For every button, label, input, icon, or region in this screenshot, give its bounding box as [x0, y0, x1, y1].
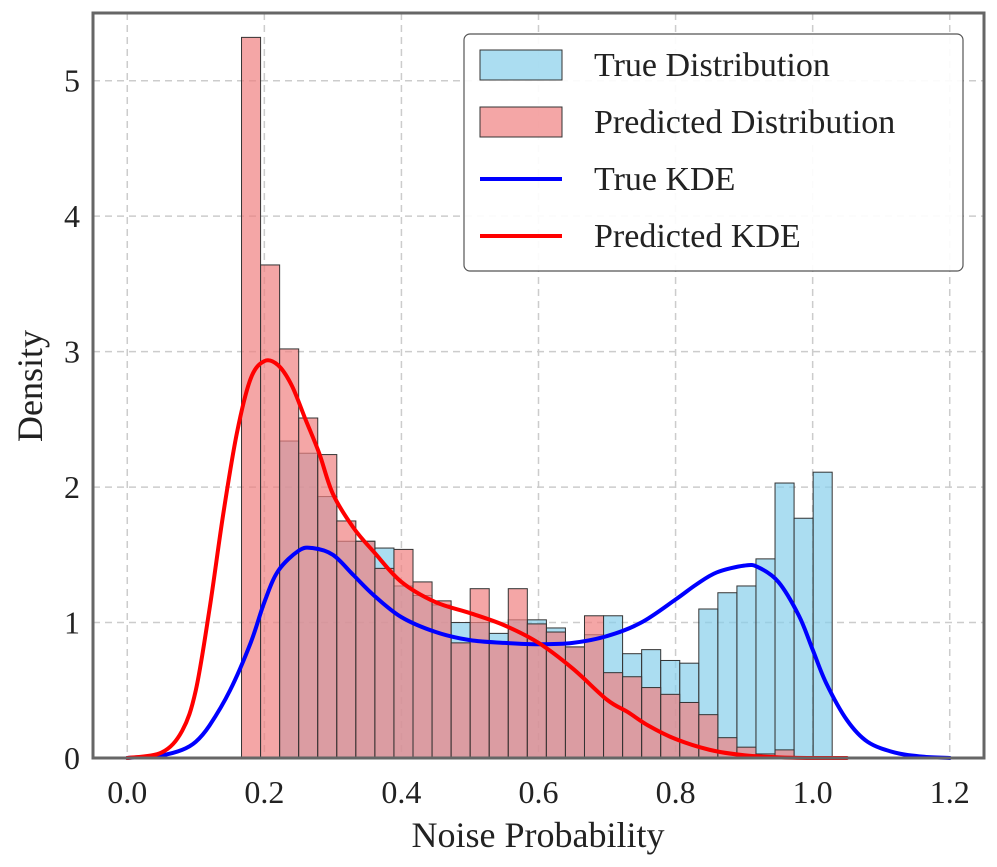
histogram-bar: [679, 701, 700, 759]
histogram-bar: [450, 642, 471, 759]
y-tick-label: 4: [64, 198, 80, 234]
y-tick-label: 1: [64, 605, 80, 641]
x-axis-label: Noise Probability: [412, 815, 665, 855]
legend-swatch: [479, 49, 563, 81]
x-tick-label: 0.0: [107, 774, 147, 810]
plot-frame: [91, 11, 986, 760]
y-tick-label: 5: [64, 63, 80, 99]
histogram-bar: [431, 600, 452, 759]
x-tick-label: 0.4: [381, 774, 421, 810]
histogram-bar: [260, 264, 281, 759]
x-tick-labels: 0.0 0.2 0.4 0.6 0.8 1.0 1.2: [107, 774, 969, 810]
histogram-bar: [488, 641, 509, 759]
legend-swatch: [479, 106, 563, 138]
histogram-bar: [812, 471, 833, 759]
y-axis-label: Density: [10, 330, 50, 442]
legend-label: Predicted KDE: [594, 218, 801, 255]
x-tick-label: 0.8: [656, 774, 696, 810]
x-tick-label: 0.6: [519, 774, 559, 810]
legend-label: True KDE: [594, 161, 735, 198]
histogram-bar: [355, 540, 376, 759]
x-tick-label: 0.2: [244, 774, 284, 810]
histogram-bar: [412, 581, 433, 759]
histogram-bar: [298, 417, 319, 759]
legend-box: [463, 33, 964, 272]
histogram-bar: [393, 548, 414, 759]
true-kde-line: [125, 545, 952, 760]
x-tick-label: 1.2: [930, 774, 970, 810]
y-tick-labels: 0 1 2 3 4 5: [64, 63, 80, 776]
histogram-bar: [755, 558, 776, 759]
histogram-bar: [507, 588, 528, 759]
histogram-bar: [660, 693, 681, 759]
y-tick-label: 3: [64, 334, 80, 370]
y-tick-label: 0: [64, 740, 80, 776]
histogram-bar: [774, 482, 795, 759]
histogram-bar: [736, 585, 757, 759]
y-tick-label: 2: [64, 469, 80, 505]
histogram-bar: [336, 520, 357, 759]
predicted-kde-line: [125, 358, 849, 761]
legend-label: True Distribution: [594, 47, 830, 84]
kde-lines: [125, 358, 952, 761]
histogram-bar: [603, 672, 624, 759]
x-tick-label: 1.0: [793, 774, 833, 810]
legend: True Distribution Predicted Distribution T…: [463, 33, 964, 272]
histogram-bar: [717, 592, 738, 759]
legend-label: Predicted Distribution: [594, 104, 895, 141]
